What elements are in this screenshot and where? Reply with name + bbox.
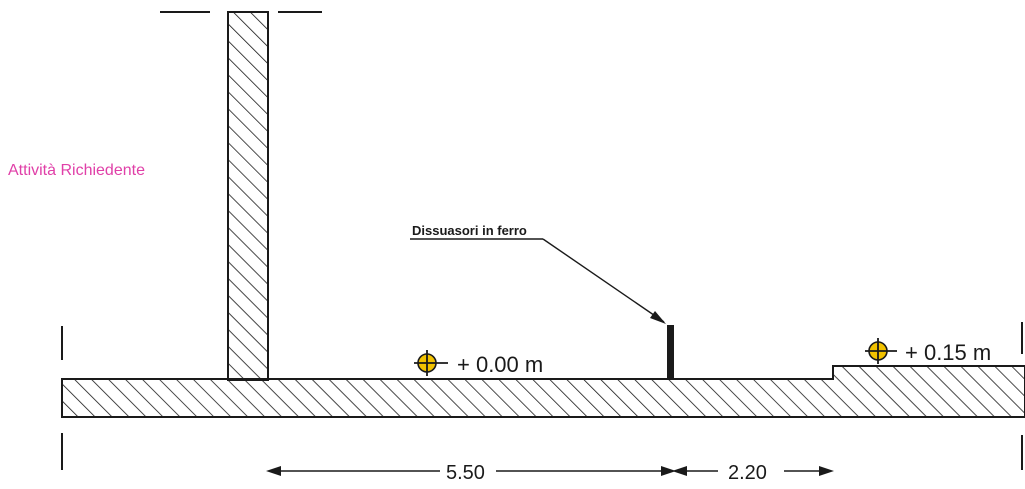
activity-label: Attività Richiedente — [8, 162, 145, 179]
leader-arrowhead — [650, 311, 666, 324]
bollard — [667, 325, 674, 379]
level-marker-right-icon — [865, 338, 897, 364]
dimension-label-left: 5.50 — [446, 462, 485, 484]
level-label-left: + 0.00 m — [457, 352, 543, 377]
level-label-right: + 0.15 m — [905, 340, 991, 365]
ground-slab — [61, 365, 1025, 418]
level-marker-left-icon — [414, 350, 448, 376]
bollard-leader — [410, 238, 665, 323]
section-ticks — [61, 322, 1023, 470]
building-wall — [227, 11, 269, 381]
dimension-label-right: 2.20 — [728, 462, 767, 484]
bollard-label: Dissuasori in ferro — [412, 223, 527, 238]
dimension-arrowheads — [266, 466, 834, 476]
